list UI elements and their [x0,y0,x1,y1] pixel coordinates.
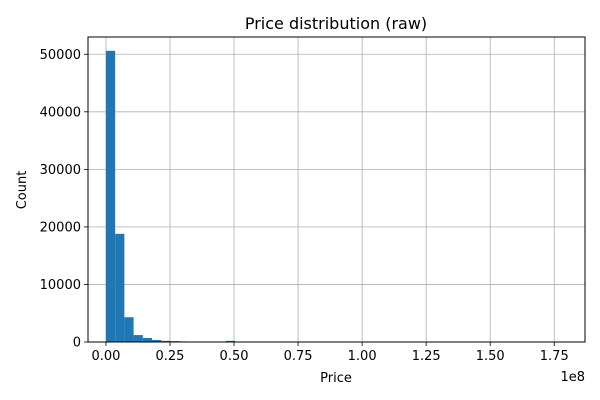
histogram-bar [105,50,116,343]
x-tick-label: 1.50 [476,349,505,364]
x-tick-label: 1.25 [412,349,441,364]
histogram-bar [152,339,162,342]
x-axis-offset-text: 1e8 [560,370,585,385]
x-tick-label: 0.25 [156,349,185,364]
x-tick-label: 0.50 [220,349,249,364]
histogram-bar [133,335,143,342]
histogram-bar [225,340,236,342]
x-axis-label: Price [320,371,352,386]
y-tick-label: 50000 [40,48,81,63]
x-tick-label: 1.00 [348,349,377,364]
axis-ticks: 0.00 0.25 0.50 0.75 1.00 1.25 1.50 1.75 0 10000 20… [40,48,569,364]
x-tick-label: 1.75 [540,349,569,364]
x-tick-label: 0.75 [284,349,313,364]
y-tick-label: 10000 [40,278,81,293]
chart-title: Price distribution (raw) [245,14,427,33]
histogram-bar [115,233,125,342]
grid-lines [88,37,585,343]
histogram-bar [161,340,171,342]
y-tick-label: 40000 [40,105,81,120]
y-tick-label: 20000 [40,220,81,235]
y-tick-label: 0 [73,336,81,351]
histogram-bar [124,317,134,342]
plot-frame [87,36,586,343]
histogram-bar [142,337,153,342]
y-axis-label: Count [15,171,30,210]
x-tick-label: 0.00 [91,349,120,364]
y-tick-label: 30000 [40,163,81,178]
